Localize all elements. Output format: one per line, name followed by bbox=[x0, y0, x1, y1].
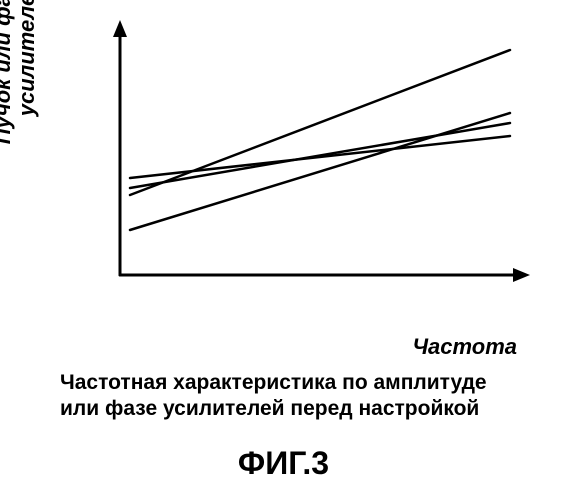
chart-plot-svg bbox=[90, 20, 540, 300]
chart-container: Пучок или фаза усилителей Частота bbox=[20, 20, 547, 320]
figure-caption: Частотная характеристика по амплитуде ил… bbox=[60, 370, 510, 423]
y-axis-label: Пучок или фаза усилителей bbox=[0, 0, 39, 144]
figure-number: ФИГ.3 bbox=[0, 445, 567, 482]
x-axis-label: Частота bbox=[412, 334, 517, 360]
